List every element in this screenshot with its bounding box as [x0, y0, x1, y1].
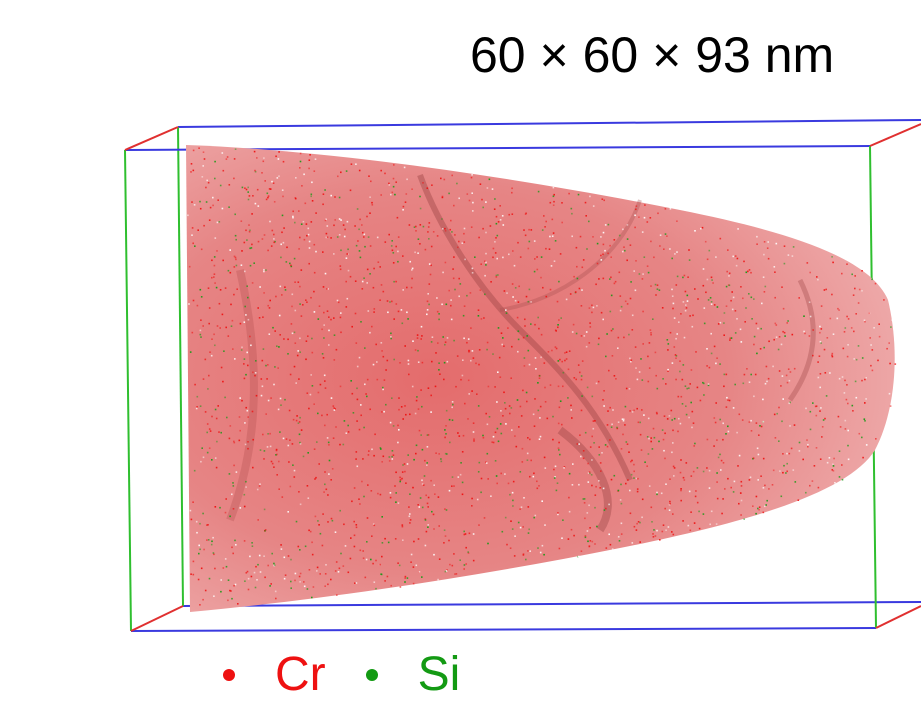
dimensions-label: 60 × 60 × 93 nm — [470, 27, 835, 83]
cr-marker-icon — [223, 669, 235, 681]
element-legend: Cr Si — [215, 650, 460, 700]
legend-label-cr: Cr — [275, 648, 326, 701]
si-marker-icon — [365, 669, 378, 681]
legend-item-cr: Cr — [215, 651, 326, 699]
legend-label-si: Si — [417, 648, 461, 701]
legend-item-si: Si — [326, 648, 461, 701]
tip-point-cloud — [186, 145, 897, 612]
atom-speckles — [187, 147, 897, 606]
